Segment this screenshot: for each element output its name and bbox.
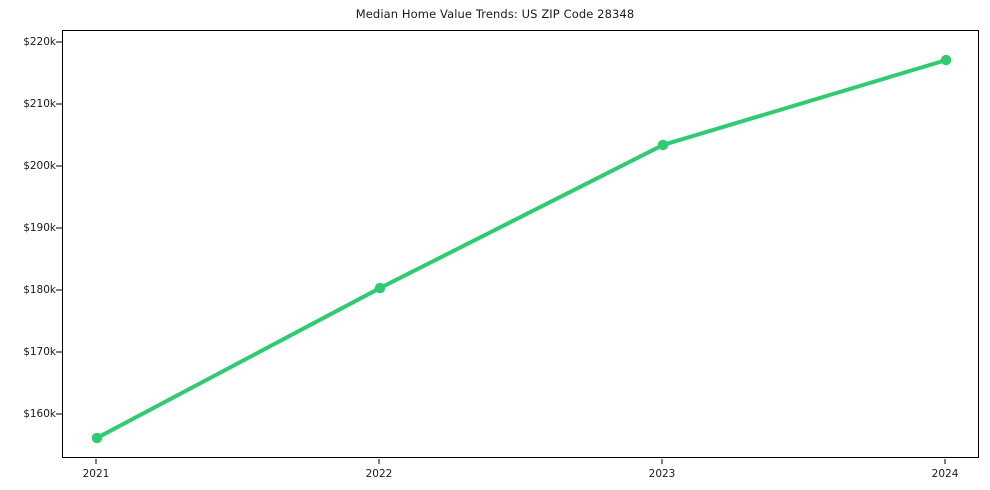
y-axis-tick-label: $190k xyxy=(23,222,56,235)
y-axis-tick-mark xyxy=(56,227,62,229)
y-axis-tick-mark xyxy=(56,289,62,291)
x-axis-tick-mark xyxy=(661,459,663,464)
y-axis-tick-mark xyxy=(56,165,62,167)
data-point-marker xyxy=(91,432,103,444)
chart-title: Median Home Value Trends: US ZIP Code 28… xyxy=(355,7,635,21)
x-axis-tick-mark xyxy=(95,459,97,464)
data-point-markers xyxy=(91,54,952,444)
y-axis-tick-label: $200k xyxy=(23,160,56,173)
y-axis-tick-label: $170k xyxy=(23,346,56,359)
x-axis-tick-label: 2024 xyxy=(931,468,959,480)
y-axis-tick-mark xyxy=(56,103,62,105)
x-axis-tick-label: 2022 xyxy=(365,468,393,480)
y-axis-tick-mark xyxy=(56,413,62,415)
plot-area xyxy=(62,30,979,458)
y-axis-tick-label: $210k xyxy=(23,98,56,111)
line-series-path xyxy=(94,58,949,440)
x-axis-tick-label: 2023 xyxy=(648,468,676,480)
x-axis-tick-mark xyxy=(378,459,380,464)
y-axis-tick-mark xyxy=(56,41,62,43)
data-point-marker xyxy=(940,54,952,66)
y-axis-tick-label: $180k xyxy=(23,284,56,297)
line-series-svg xyxy=(91,54,952,444)
x-axis-tick-mark xyxy=(944,459,946,464)
data-point-marker xyxy=(374,282,386,294)
x-axis-tick-label: 2021 xyxy=(82,468,110,480)
y-axis-tick-mark xyxy=(56,351,62,353)
data-point-marker xyxy=(657,139,669,151)
y-axis-tick-label: $160k xyxy=(23,408,56,421)
y-axis-tick-label: $220k xyxy=(23,36,56,49)
